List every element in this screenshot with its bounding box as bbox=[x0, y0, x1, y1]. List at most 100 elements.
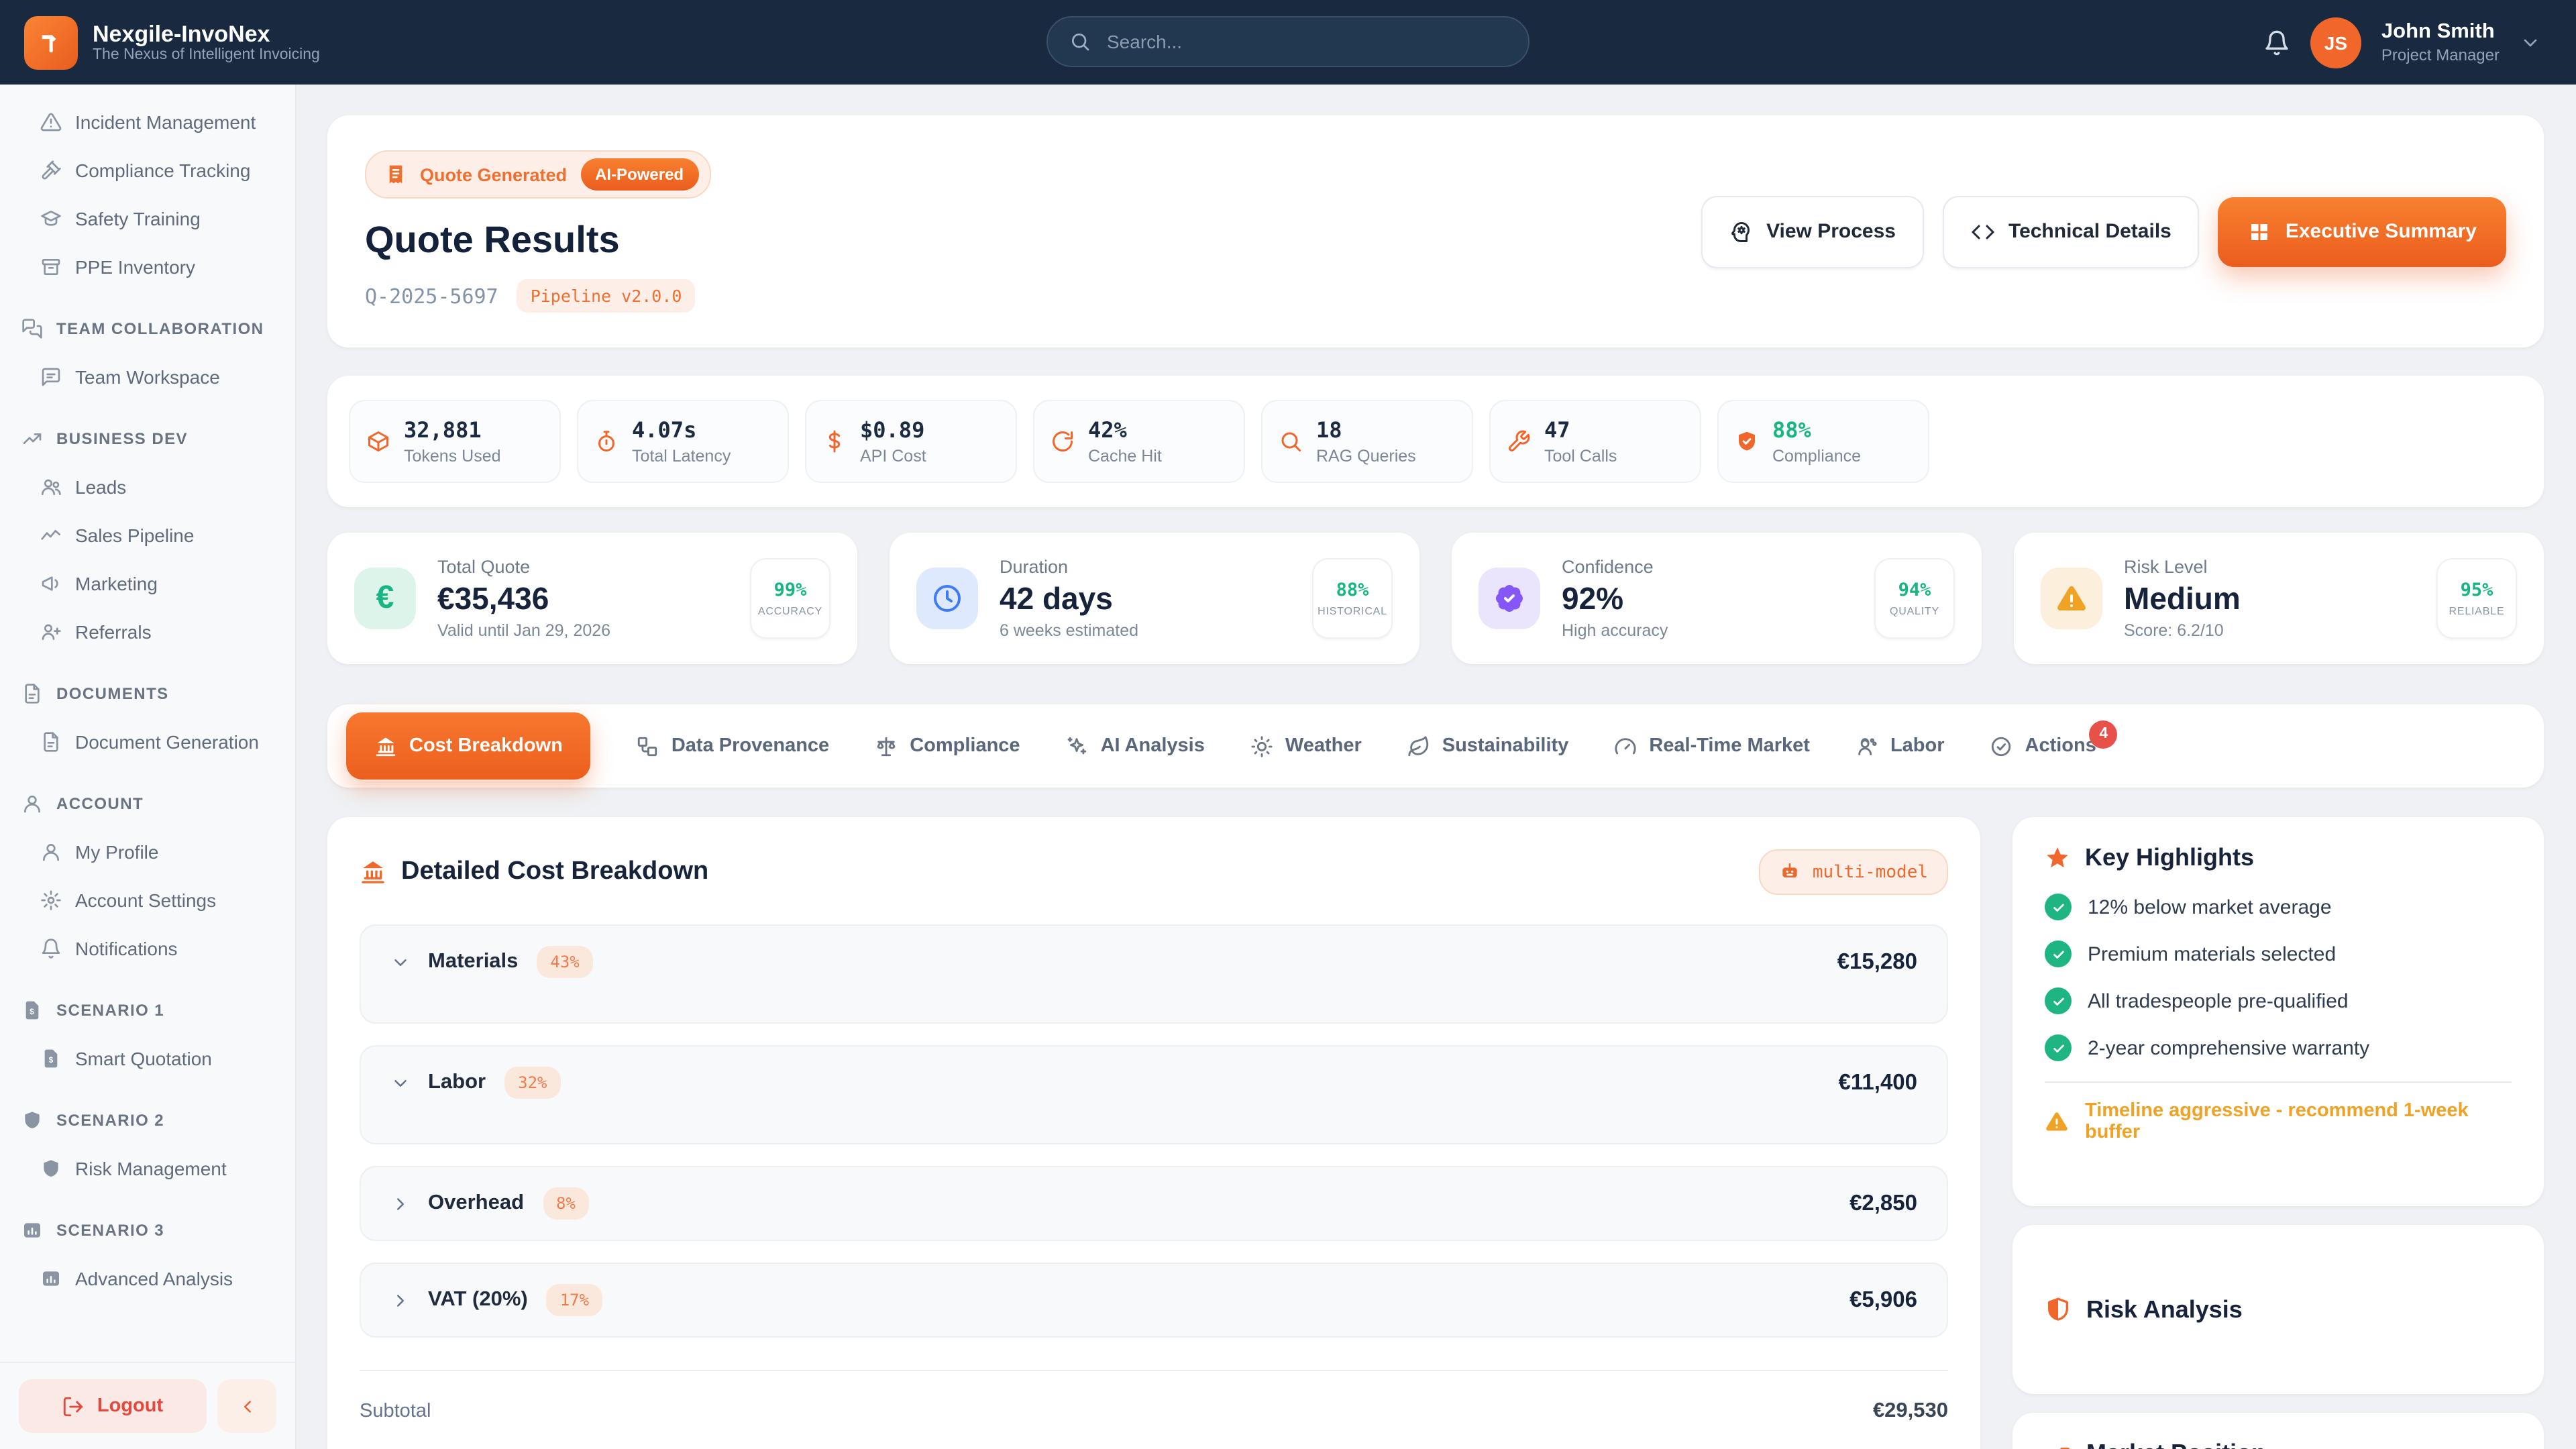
key-highlights-title: Key Highlights bbox=[2085, 844, 2255, 871]
tab-sustainability[interactable]: Sustainability bbox=[1407, 735, 1568, 757]
sidebar-item-referrals[interactable]: Referrals bbox=[19, 608, 276, 656]
market-position-title: Market Position bbox=[2086, 1440, 2266, 1449]
check-circle-icon bbox=[1990, 735, 2013, 757]
total-label: Subtotal bbox=[360, 1401, 431, 1422]
metric-subtext: Score: 6.2/10 bbox=[2124, 621, 2224, 640]
sidebar-item-compliance-tracking[interactable]: Compliance Tracking bbox=[19, 146, 276, 195]
chart-line-icon bbox=[40, 525, 62, 546]
multi-model-badge: multi-model bbox=[1758, 849, 1948, 895]
sidebar-item-marketing[interactable]: Marketing bbox=[19, 559, 276, 608]
navbar-right: JS John Smith Project Manager bbox=[2263, 17, 2576, 68]
stat-value: 18 bbox=[1316, 417, 1342, 443]
stat-api-cost: $0.89 API Cost bbox=[805, 400, 1017, 483]
chevron-down-icon[interactable] bbox=[2520, 32, 2541, 53]
cost-percent-badge: 43% bbox=[537, 946, 593, 978]
highlight-item: All tradespeople pre-qualified bbox=[2045, 987, 2512, 1014]
badge-tag: HISTORICAL bbox=[1318, 605, 1387, 617]
gear-icon bbox=[40, 890, 62, 911]
tab-count-badge: 4 bbox=[2089, 720, 2118, 748]
chevron-right-icon bbox=[390, 1193, 411, 1214]
worker-icon bbox=[1856, 735, 1878, 757]
metric-score-badge: 88% HISTORICAL bbox=[1312, 558, 1393, 639]
sidebar-label: Team Workspace bbox=[75, 366, 220, 388]
cost-percent-badge: 32% bbox=[504, 1067, 561, 1099]
sidebar-item-ppe-inventory[interactable]: PPE Inventory bbox=[19, 243, 276, 291]
sidebar-collapse-button[interactable] bbox=[217, 1379, 276, 1433]
quote-number: Q-2025-5697 bbox=[365, 284, 498, 308]
sidebar-item-incident-management[interactable]: Incident Management bbox=[19, 98, 276, 146]
euro-icon: € bbox=[376, 580, 394, 616]
tab-cost-breakdown[interactable]: Cost Breakdown bbox=[346, 712, 591, 780]
warning-triangle-icon bbox=[2045, 1110, 2069, 1134]
technical-details-button[interactable]: Technical Details bbox=[1942, 195, 2200, 268]
tab-real-time-market[interactable]: Real-Time Market bbox=[1614, 735, 1810, 757]
sidebar-item-document-generation[interactable]: Document Generation bbox=[19, 718, 276, 766]
tab-ai-analysis[interactable]: AI Analysis bbox=[1066, 735, 1205, 757]
cost-row-vat-20[interactable]: VAT (20%) 17% €5,906 bbox=[360, 1263, 1948, 1338]
tab-bar: Cost Breakdown Data Provenance Compliance A… bbox=[327, 704, 2544, 788]
metric-subtext: Valid until Jan 29, 2026 bbox=[437, 621, 611, 640]
executive-summary-button[interactable]: Executive Summary bbox=[2218, 197, 2506, 266]
sidebar-label: Sales Pipeline bbox=[75, 525, 195, 546]
highlights-list: 12% below market average Premium material… bbox=[2045, 894, 2512, 1061]
message-square-icon bbox=[40, 366, 62, 388]
sidebar-item-safety-training[interactable]: Safety Training bbox=[19, 195, 276, 243]
tab-data-provenance[interactable]: Data Provenance bbox=[637, 735, 829, 757]
sidebar-section-documents: DOCUMENTS bbox=[19, 669, 276, 718]
search-icon bbox=[1279, 429, 1303, 453]
quote-header-card: Quote Generated AI-Powered Quote Results… bbox=[327, 115, 2544, 347]
bar-chart-filled-icon bbox=[21, 1220, 43, 1241]
landmark-icon bbox=[360, 859, 386, 885]
notifications-bell-icon[interactable] bbox=[2263, 29, 2290, 56]
sidebar-item-smart-quotation[interactable]: $ Smart Quotation bbox=[19, 1034, 276, 1083]
tab-weather[interactable]: Weather bbox=[1250, 735, 1362, 757]
logout-button[interactable]: Logout bbox=[19, 1379, 207, 1433]
sidebar-item-leads[interactable]: Leads bbox=[19, 463, 276, 511]
sidebar-label: Compliance Tracking bbox=[75, 160, 251, 181]
highlight-text: 12% below market average bbox=[2088, 896, 2332, 918]
status-badge: Quote Generated AI-Powered bbox=[365, 150, 711, 199]
user-icon bbox=[21, 793, 43, 814]
logout-icon bbox=[62, 1395, 85, 1417]
cost-percent-badge: 8% bbox=[543, 1187, 589, 1220]
sidebar-item-safety-inspections[interactable]: Safety Inspections bbox=[19, 85, 276, 98]
sidebar-section-account: ACCOUNT bbox=[19, 780, 276, 828]
check-circle-icon bbox=[2045, 894, 2072, 920]
tab-actions[interactable]: Actions 4 bbox=[1990, 720, 2118, 757]
user-role: Project Manager bbox=[2381, 45, 2500, 64]
highlight-text: All tradespeople pre-qualified bbox=[2088, 989, 2349, 1012]
cost-row-materials[interactable]: Materials 43% €15,280 bbox=[360, 924, 1948, 1024]
sun-icon bbox=[1250, 735, 1273, 757]
sidebar-label: Advanced Analysis bbox=[75, 1268, 233, 1289]
sidebar-label: Referrals bbox=[75, 621, 152, 643]
sidebar-item-team-workspace[interactable]: Team Workspace bbox=[19, 353, 276, 401]
ai-powered-badge: AI-Powered bbox=[580, 158, 699, 191]
metric-value: 92% bbox=[1562, 581, 1624, 616]
tab-label: Weather bbox=[1285, 735, 1362, 757]
cost-row-overhead[interactable]: Overhead 8% €2,850 bbox=[360, 1166, 1948, 1241]
cost-category: Materials bbox=[428, 950, 519, 973]
cost-row-labor[interactable]: Labor 32% €11,400 bbox=[360, 1045, 1948, 1144]
risk-analysis-title: Risk Analysis bbox=[2086, 1295, 2243, 1322]
top-navbar: Nexgile-InvoNex The Nexus of Intelligent… bbox=[0, 0, 2576, 85]
sidebar-label: Incident Management bbox=[75, 111, 256, 133]
tab-compliance[interactable]: Compliance bbox=[875, 735, 1020, 757]
user-info[interactable]: John Smith Project Manager bbox=[2381, 20, 2500, 64]
avatar[interactable]: JS bbox=[2310, 17, 2361, 68]
sidebar-item-advanced-analysis[interactable]: Advanced Analysis bbox=[19, 1254, 276, 1303]
sidebar-item-account-settings[interactable]: Account Settings bbox=[19, 876, 276, 924]
sidebar-item-risk-management[interactable]: Risk Management bbox=[19, 1144, 276, 1193]
check-icon bbox=[2051, 947, 2065, 961]
sidebar-item-my-profile[interactable]: My Profile bbox=[19, 828, 276, 876]
sidebar-section-scenario-1: $ SCENARIO 1 bbox=[19, 986, 276, 1034]
file-icon bbox=[40, 731, 62, 753]
tab-label: AI Analysis bbox=[1100, 735, 1205, 757]
view-process-button[interactable]: View Process bbox=[1701, 195, 1924, 268]
search-input[interactable] bbox=[1104, 30, 1507, 54]
svg-text:$: $ bbox=[30, 1007, 35, 1016]
tab-labor[interactable]: Labor bbox=[1856, 735, 1945, 757]
sidebar-item-notifications[interactable]: Notifications bbox=[19, 924, 276, 973]
cost-percent-badge: 17% bbox=[546, 1284, 603, 1316]
sidebar-item-sales-pipeline[interactable]: Sales Pipeline bbox=[19, 511, 276, 559]
clock-icon bbox=[931, 582, 963, 614]
